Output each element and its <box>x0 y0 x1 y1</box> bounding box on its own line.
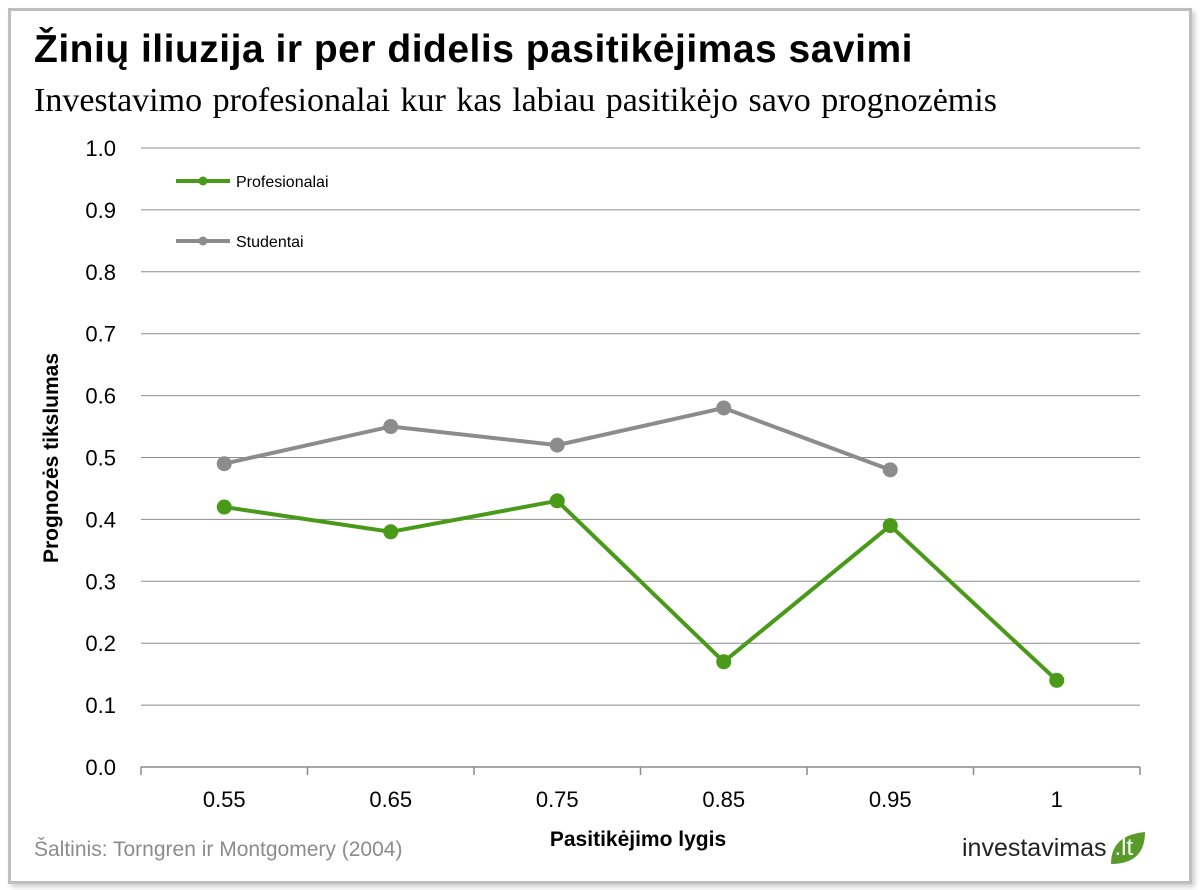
y-tick-label: 0.7 <box>85 322 116 347</box>
x-tick-label: 1 <box>1051 787 1063 812</box>
y-tick-label: 0.5 <box>85 446 116 471</box>
site-logo[interactable]: investavimas .lt <box>962 828 1147 868</box>
y-tick-label: 0.8 <box>85 260 116 285</box>
y-tick-label: 0.2 <box>85 631 116 656</box>
x-axis-title: Pasitikėjimo lygis <box>550 828 726 851</box>
data-point-studentai <box>549 437 565 453</box>
y-tick-label: 0.3 <box>85 569 116 594</box>
legend-label: Profesionalai <box>236 174 329 191</box>
legend-marker <box>198 176 208 186</box>
x-tick-label: 0.85 <box>702 787 745 812</box>
data-point-profesionalai <box>716 654 732 670</box>
chart-subtitle: Investavimo profesionalai kur kas labiau… <box>34 82 997 119</box>
y-tick-label: 0.9 <box>85 198 116 223</box>
legend-label: Studentai <box>236 234 304 251</box>
series-line-profesionalai <box>223 498 1059 682</box>
data-point-profesionalai <box>549 493 565 509</box>
x-tick-label: 0.95 <box>869 787 912 812</box>
leaf-icon: .lt <box>1109 830 1147 866</box>
chart-frame <box>8 8 1192 884</box>
source-note: Šaltinis: Torngren ir Montgomery (2004) <box>34 838 403 861</box>
legend-marker <box>198 236 208 246</box>
x-tick-label: 0.65 <box>369 787 412 812</box>
data-point-profesionalai <box>1049 672 1065 688</box>
data-point-profesionalai <box>383 524 399 540</box>
y-tick-label: 0.1 <box>85 693 116 718</box>
y-axis-title: Prognozės tikslumas <box>40 353 63 563</box>
y-tick-label: 1.0 <box>85 136 116 161</box>
x-tick-label: 0.55 <box>203 787 246 812</box>
logo-text: investavimas <box>962 833 1107 862</box>
chart-title: Žinių iliuzija ir per didelis pasitikėji… <box>34 28 913 71</box>
y-tick-label: 0.0 <box>85 755 116 780</box>
data-point-profesionalai <box>216 499 232 515</box>
data-point-studentai <box>383 419 399 435</box>
x-tick-label: 0.75 <box>536 787 579 812</box>
data-point-studentai <box>716 400 732 416</box>
y-tick-label: 0.6 <box>85 384 116 409</box>
data-point-profesionalai <box>882 518 898 534</box>
data-point-studentai <box>882 462 898 478</box>
logo-tld: .lt <box>1114 834 1134 861</box>
data-point-studentai <box>216 456 232 472</box>
y-tick-label: 0.4 <box>85 507 116 532</box>
